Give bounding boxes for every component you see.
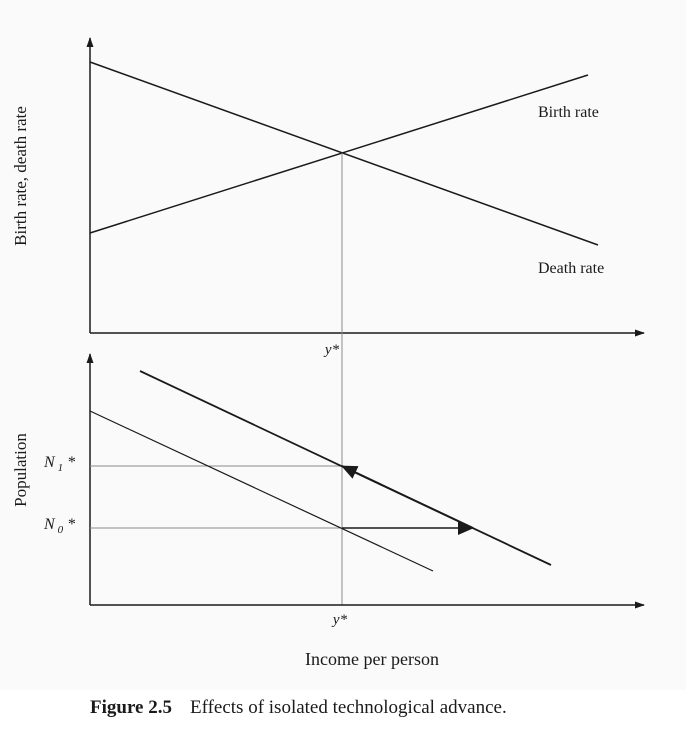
- figure-panel: [0, 0, 686, 690]
- bottom-x-axis-label: Income per person: [305, 649, 439, 669]
- birth-rate-label: Birth rate: [538, 104, 599, 121]
- death-rate-label: Death rate: [538, 260, 604, 277]
- figure-caption-text: Effects of isolated technological advanc…: [189, 697, 507, 718]
- figure-caption: Figure 2.5 Effects of isolated technologi…: [90, 697, 507, 719]
- original-population-line: [89, 410, 434, 572]
- birth-rate-line: [89, 74, 589, 234]
- top-y-axis-label: Birth rate, death rate: [11, 106, 30, 246]
- n1-tick-label: N 1 *: [43, 454, 75, 474]
- figure-number: Figure 2.5: [90, 697, 172, 718]
- population-shift-arrow: [341, 465, 474, 529]
- figure-diagram: Birth rate Death rate Birth rate, death …: [11, 37, 645, 669]
- n0-tick-label: N 0 *: [43, 516, 75, 536]
- top-y-star-tick: y*: [323, 342, 340, 358]
- death-rate-line: [89, 61, 599, 246]
- bottom-y-axis-label: Population: [11, 433, 30, 507]
- bottom-y-star-tick: y*: [331, 612, 348, 628]
